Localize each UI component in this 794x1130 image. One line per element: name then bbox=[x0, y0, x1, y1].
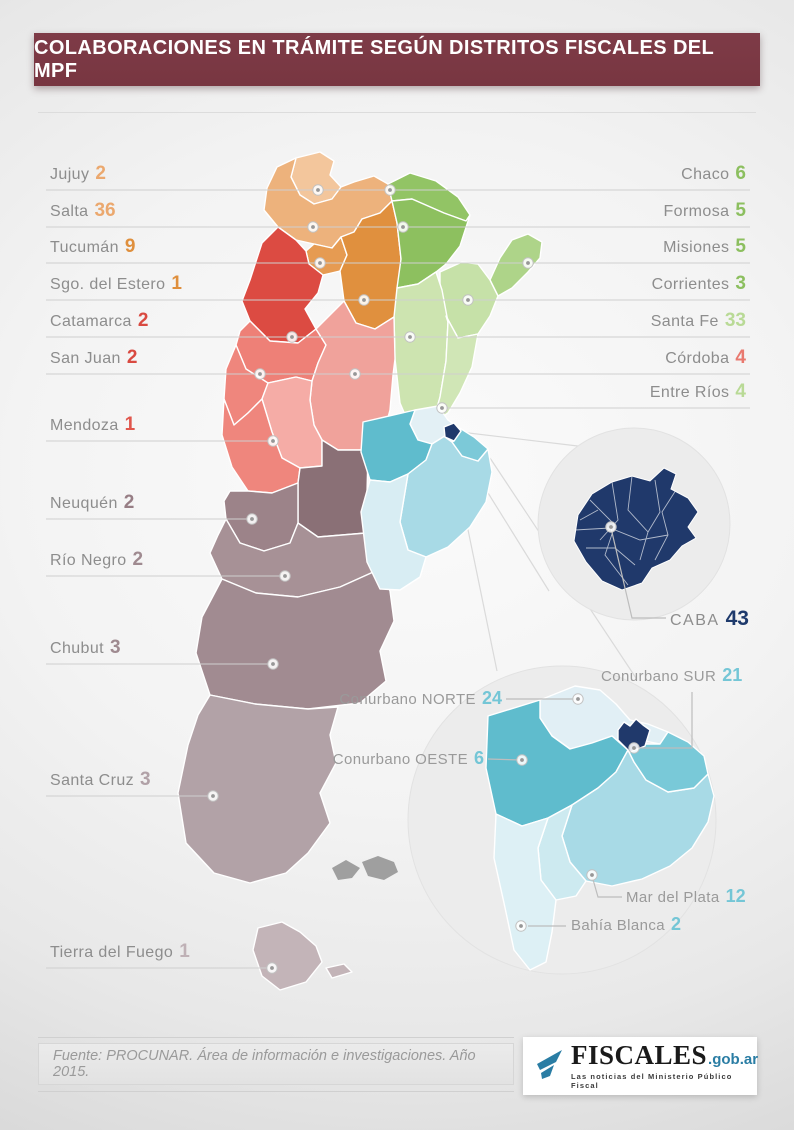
fiscales-logo-text: FISCALES .gob.ar Las noticias del Ministe… bbox=[571, 1040, 759, 1091]
province-misiones bbox=[489, 233, 543, 297]
label-caba: CABA 43 bbox=[670, 607, 749, 630]
label-santa-cruz: Santa Cruz 3 bbox=[50, 769, 151, 790]
province-santa-cruz bbox=[177, 694, 339, 884]
label-rio-negro: Río Negro 2 bbox=[50, 549, 144, 570]
label-tucuman: Tucumán 9 bbox=[50, 236, 136, 257]
label-conurbano-oeste: Conurbano OESTE 6 bbox=[332, 748, 484, 768]
label-santa-fe: Santa Fe 33 bbox=[650, 310, 746, 331]
label-chubut: Chubut 3 bbox=[50, 637, 121, 658]
province-entre-rios bbox=[431, 315, 479, 427]
footer-bottom-rule bbox=[38, 1091, 514, 1092]
label-conurbano-sur: Conurbano SUR 21 bbox=[601, 665, 743, 685]
source-text: Fuente: PROCUNAR. Área de información e … bbox=[53, 1048, 476, 1080]
falkland-islands bbox=[332, 856, 398, 880]
label-jujuy: Jujuy 2 bbox=[50, 163, 106, 184]
label-formosa: Formosa 5 bbox=[663, 200, 746, 221]
inset-caba bbox=[617, 718, 651, 753]
fiscales-brand: FISCALES bbox=[571, 1040, 708, 1070]
fiscales-logo-card: FISCALES .gob.ar Las noticias del Ministe… bbox=[523, 1037, 759, 1095]
label-salta: Salta 36 bbox=[50, 200, 116, 221]
label-misiones: Misiones 5 bbox=[663, 236, 746, 257]
region-markers bbox=[207, 184, 640, 974]
province-chaco bbox=[391, 198, 471, 289]
label-chaco: Chaco 6 bbox=[681, 163, 746, 184]
label-bahia-blanca: Bahía Blanca 2 bbox=[571, 914, 682, 934]
inset-southwest-strip bbox=[493, 813, 557, 971]
label-mar-del-plata: Mar del Plata 12 bbox=[626, 886, 746, 906]
label-conurbano-norte: Conurbano NORTE 24 bbox=[339, 688, 502, 708]
label-tierra-del-fuego: Tierra del Fuego 1 bbox=[50, 941, 190, 962]
label-catamarca: Catamarca 2 bbox=[50, 310, 149, 331]
label-corrientes: Corrientes 3 bbox=[651, 273, 746, 294]
caba-main-map bbox=[443, 422, 462, 442]
title-bar: COLABORACIONES EN TRÁMITE SEGÚN DISTRITO… bbox=[34, 33, 760, 86]
fiscales-domain: .gob.ar bbox=[708, 1051, 759, 1068]
inset-sur-region bbox=[627, 731, 709, 793]
conurbano-inset-map bbox=[485, 685, 715, 971]
source-box: Fuente: PROCUNAR. Área de información e … bbox=[38, 1043, 514, 1085]
footer-top-rule bbox=[38, 1037, 514, 1038]
fiscales-flag-icon bbox=[537, 1050, 562, 1079]
label-san-juan: San Juan 2 bbox=[50, 347, 138, 368]
caba-district-borders bbox=[574, 475, 677, 586]
label-entre-rios: Entre Ríos 4 bbox=[649, 381, 746, 402]
tierra-del-fuego-islet bbox=[325, 963, 353, 979]
fiscales-tagline: Las noticias del Ministerio Público Fisc… bbox=[571, 1072, 733, 1090]
title-divider bbox=[38, 112, 756, 113]
label-mendoza: Mendoza 1 bbox=[50, 414, 136, 435]
page-title: COLABORACIONES EN TRÁMITE SEGÚN DISTRITO… bbox=[34, 36, 714, 82]
inset-leader-lines bbox=[487, 527, 693, 927]
label-cordoba: Córdoba 4 bbox=[665, 347, 746, 368]
caba-inset-map bbox=[573, 467, 699, 591]
province-tierra-del-fuego bbox=[252, 921, 323, 991]
ba-southwest-strip bbox=[360, 473, 427, 591]
label-neuquen: Neuquén 2 bbox=[50, 492, 135, 513]
province-chubut bbox=[195, 568, 395, 710]
label-sgo-del-estero: Sgo. del Estero 1 bbox=[50, 273, 182, 294]
